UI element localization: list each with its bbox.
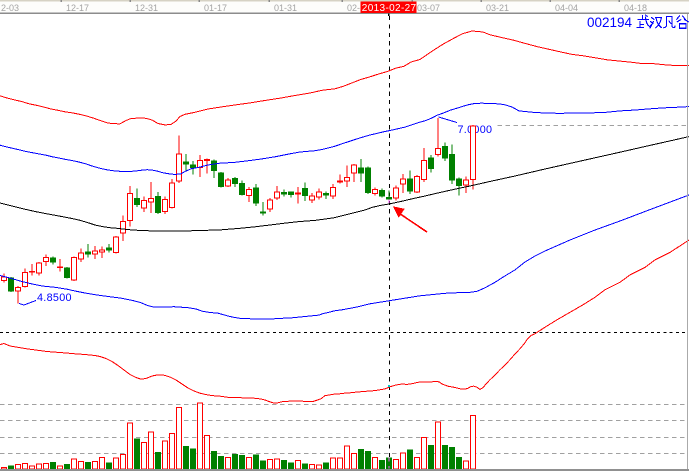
svg-text:04-18: 04-18 (624, 3, 647, 13)
svg-text:01-31: 01-31 (274, 3, 297, 13)
svg-text:01-17: 01-17 (204, 3, 227, 13)
svg-text:12-31: 12-31 (135, 3, 158, 13)
svg-text:03-21: 03-21 (486, 3, 509, 13)
svg-text:2013-02-27: 2013-02-27 (362, 3, 417, 14)
svg-text:03-07: 03-07 (417, 3, 440, 13)
svg-text:2-03: 2-03 (1, 3, 19, 13)
svg-text:002194: 002194 (587, 15, 633, 30)
svg-text:02-: 02- (347, 3, 360, 13)
svg-text:12-17: 12-17 (66, 3, 89, 13)
svg-text:4.8500: 4.8500 (37, 292, 72, 304)
svg-text:04-04: 04-04 (555, 3, 578, 13)
